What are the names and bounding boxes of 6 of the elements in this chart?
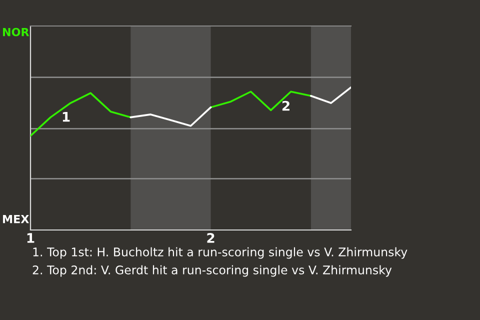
- text: 1. Top 1st: H. Bucholtz hit a run-scoring single vs V. Zhirmunsky: [33, 247, 408, 259]
- annotation: 1: [62, 112, 70, 122]
- text: NOR: [3, 28, 30, 36]
- text: 2. Top 2nd: V. Gerdt hit a run-scoring single vs V. Zhirmunsky: [32, 265, 392, 277]
- text: MEX: [3, 214, 29, 224]
- annotation: 2: [282, 100, 290, 111]
